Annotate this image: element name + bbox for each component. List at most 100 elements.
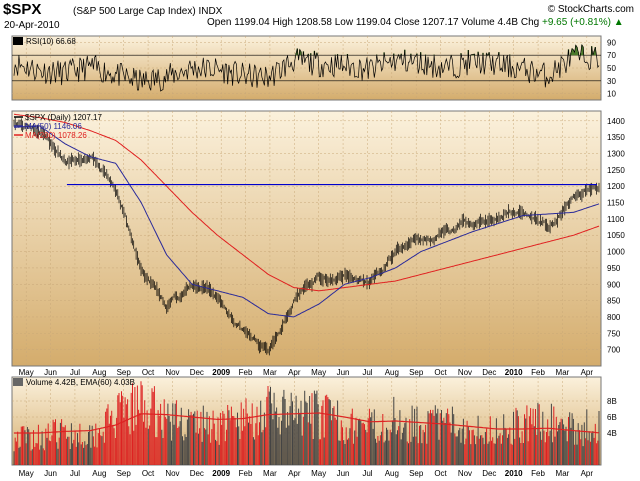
volume-panel: 4B 6B 8B Volume 4.42B, EMA(60) 4.03B [11, 376, 617, 466]
volume-bars-up [13, 386, 600, 465]
rsi-legend-swatch [13, 37, 23, 45]
x-tick-label: 2009 [212, 368, 230, 377]
x-tick-label: Jun [337, 469, 350, 478]
rsi-legend: RSI(10) 66.68 [26, 37, 76, 46]
high-value: 1208.58 [295, 17, 332, 28]
x-tick-label: Dec [190, 368, 204, 377]
chg-label: Chg [520, 17, 540, 28]
x-tick-label: 2010 [505, 368, 523, 377]
x-tick-label: Jul [362, 368, 372, 377]
price-tick-label: 1050 [607, 231, 625, 240]
price-tick-label: 850 [607, 297, 621, 306]
price-tick-label: 900 [607, 280, 621, 289]
rsi-tick-label: 70 [607, 51, 616, 60]
close-label: Close [394, 17, 420, 28]
price-tick-label: 1350 [607, 133, 625, 142]
x-tick-label: Nov [458, 469, 472, 478]
x-tick-label: May [19, 469, 34, 478]
high-label: High [272, 17, 294, 28]
price-tick-label: 750 [607, 329, 621, 338]
price-tick-label: 1250 [607, 166, 625, 175]
quote-line: Open 1199.04 High 1208.58 Low 1199.04 Cl… [207, 17, 624, 28]
ma50-legend: MA(50) 1146.06 [25, 122, 82, 131]
x-tick-label: May [19, 368, 34, 377]
x-tick-label: Jul [70, 469, 80, 478]
volume-value: 4.4B [497, 17, 519, 28]
price-tick-label: 1400 [607, 117, 625, 126]
x-tick-label: Apr [288, 469, 301, 478]
price-legend: $SPX (Daily) 1207.17 [25, 113, 102, 122]
exchange: INDX [198, 6, 223, 17]
x-tick-label: Feb [239, 368, 253, 377]
x-tick-label: Dec [482, 469, 496, 478]
index-name: (S&P 500 Large Cap Index) INDX [73, 6, 222, 17]
up-arrow-icon: ▲ [613, 17, 624, 28]
x-tick-label: Sep [117, 469, 132, 478]
x-tick-label: Aug [92, 469, 106, 478]
price-panel: 700 750 800 850 900 950 1000 1050 1100 1150 1200 12… [11, 110, 625, 367]
x-tick-label: Sep [117, 368, 132, 377]
x-tick-label: Oct [434, 469, 447, 478]
x-tick-label: Sep [409, 469, 424, 478]
price-panel-background [11, 110, 602, 367]
x-tick-label: Jul [362, 469, 372, 478]
rsi-line [13, 43, 600, 92]
low-label: Low [334, 17, 354, 28]
price-tick-label: 1300 [607, 150, 625, 159]
x-tick-label: Jul [70, 368, 80, 377]
x-tick-label: May [311, 469, 326, 478]
x-tick-label: Apr [288, 368, 301, 377]
volume-legend: Volume 4.42B, EMA(60) 4.03B [26, 378, 135, 387]
price-tick-label: 1100 [607, 215, 625, 224]
x-tick-label: Dec [190, 469, 204, 478]
volume-tick-label: 8B [607, 397, 617, 406]
open-value: 1199.04 [234, 17, 270, 28]
x-tick-label: Aug [385, 368, 399, 377]
watermark: © StockCharts.com [547, 4, 634, 15]
x-tick-label: Jun [44, 368, 57, 377]
close-value: 1207.17 [422, 17, 459, 28]
x-tick-label: Apr [581, 368, 594, 377]
x-tick-label: May [311, 368, 326, 377]
ma200-line [13, 113, 600, 292]
volume-label: Volume [461, 17, 495, 28]
x-tick-label: Oct [142, 368, 155, 377]
price-tick-label: 1000 [607, 248, 625, 257]
x-tick-label: Mar [556, 368, 570, 377]
x-tick-label: 2010 [505, 469, 523, 478]
rsi-tick-label: 10 [607, 90, 616, 99]
volume-tick-label: 6B [607, 413, 617, 422]
x-tick-label: Nov [165, 368, 179, 377]
ma200-legend: MA(200) 1078.26 [25, 131, 87, 140]
x-tick-label: Feb [531, 469, 545, 478]
volume-legend-swatch [13, 378, 23, 386]
x-tick-label: Mar [263, 469, 277, 478]
low-value: 1199.04 [355, 17, 392, 28]
rsi-panel: 10 30 50 70 90 RSI(10) 66.68 [11, 35, 616, 101]
volume-tick-label: 4B [607, 429, 617, 438]
x-tick-label: Sep [409, 368, 424, 377]
volume-ema-line [14, 412, 600, 434]
open-label: Open [207, 17, 232, 28]
x-tick-label: 2009 [212, 469, 230, 478]
price-tick-label: 950 [607, 264, 621, 273]
chart-date: 20-Apr-2010 [4, 20, 60, 31]
x-tick-label: Jun [44, 469, 57, 478]
price-tick-label: 800 [607, 313, 621, 322]
x-tick-label: Aug [385, 469, 399, 478]
x-tick-label: Nov [165, 469, 179, 478]
rsi-tick-label: 50 [607, 64, 616, 73]
volume-x-axis: May Jun Jul Aug Sep Oct Nov Dec 2009 Feb Mar Apr May… [19, 469, 594, 478]
x-tick-label: Mar [263, 368, 277, 377]
chg-value: +9.65 (+0.81%) [542, 17, 611, 28]
chart-header: $SPX (S&P 500 Large Cap Index) INDX © St… [0, 0, 640, 34]
price-tick-label: 1150 [607, 199, 625, 208]
x-tick-label: Oct [434, 368, 447, 377]
x-tick-label: Feb [239, 469, 253, 478]
rsi-tick-label: 90 [607, 38, 616, 47]
x-tick-label: Dec [482, 368, 496, 377]
index-fullname: (S&P 500 Large Cap Index) [73, 6, 196, 17]
price-x-axis: May Jun Jul Aug Sep Oct Nov Dec 2009 Feb Mar Apr May… [19, 368, 594, 377]
x-tick-label: Apr [581, 469, 594, 478]
